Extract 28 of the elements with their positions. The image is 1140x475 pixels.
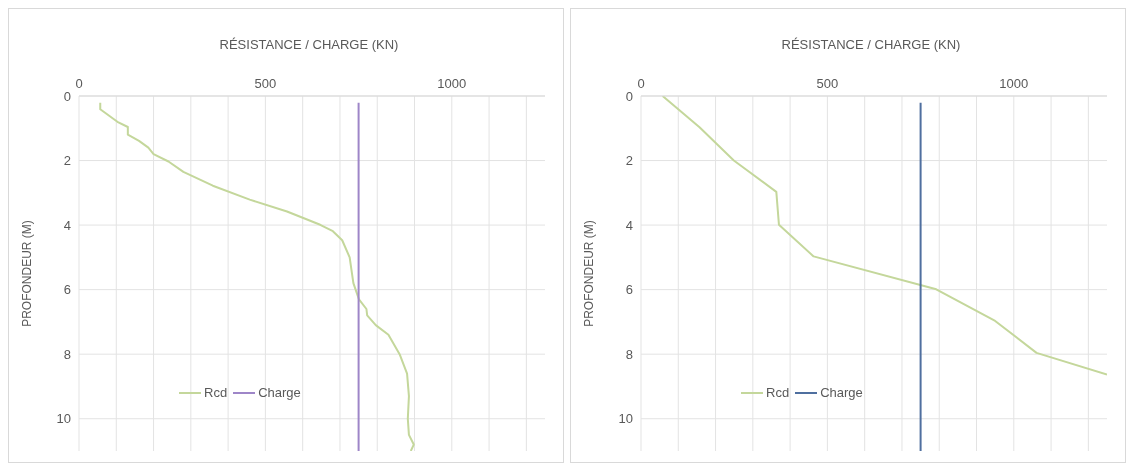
y-tick-label: 10 bbox=[618, 411, 633, 427]
y-axis-title: PROFONDEUR (M) bbox=[20, 220, 35, 327]
x-axis-title: RÉSISTANCE / CHARGE (KN) bbox=[218, 37, 400, 52]
x-tick-label: 1000 bbox=[999, 76, 1029, 91]
line-series bbox=[99, 101, 415, 451]
y-tick-label: 4 bbox=[63, 217, 71, 233]
y-tick-label: 8 bbox=[63, 346, 71, 362]
x-tick-label: 500 bbox=[816, 76, 839, 91]
y-tick-label: 0 bbox=[625, 88, 633, 104]
x-tick-label: 500 bbox=[254, 76, 277, 91]
x-tick-label: 0 bbox=[75, 76, 83, 91]
y-tick-label: 8 bbox=[625, 346, 633, 362]
x-tick-label: 1000 bbox=[437, 76, 467, 91]
legend-label: Charge bbox=[820, 385, 863, 400]
legend-label: Rcd bbox=[766, 385, 790, 400]
y-tick-label: 6 bbox=[63, 282, 71, 298]
y-tick-label: 2 bbox=[625, 153, 633, 169]
legend-label: Rcd bbox=[204, 385, 228, 400]
y-tick-label: 10 bbox=[56, 411, 71, 427]
legend-label: Charge bbox=[258, 385, 301, 400]
y-tick-label: 6 bbox=[625, 282, 633, 298]
x-axis-title: RÉSISTANCE / CHARGE (KN) bbox=[780, 37, 962, 52]
line-series bbox=[661, 96, 1107, 376]
y-axis-title: PROFONDEUR (M) bbox=[582, 220, 597, 327]
y-tick-label: 4 bbox=[625, 217, 633, 233]
x-tick-label: 0 bbox=[637, 76, 645, 91]
y-tick-label: 2 bbox=[63, 153, 71, 169]
y-tick-label: 0 bbox=[63, 88, 71, 104]
